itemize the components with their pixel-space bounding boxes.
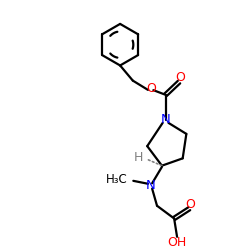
Text: H: H	[134, 151, 143, 164]
Text: H₃C: H₃C	[106, 173, 128, 186]
Text: O: O	[186, 198, 196, 211]
Text: N: N	[146, 179, 156, 192]
Text: N: N	[161, 113, 170, 126]
Text: OH: OH	[168, 236, 187, 249]
Text: O: O	[146, 82, 156, 95]
Text: O: O	[175, 71, 185, 84]
